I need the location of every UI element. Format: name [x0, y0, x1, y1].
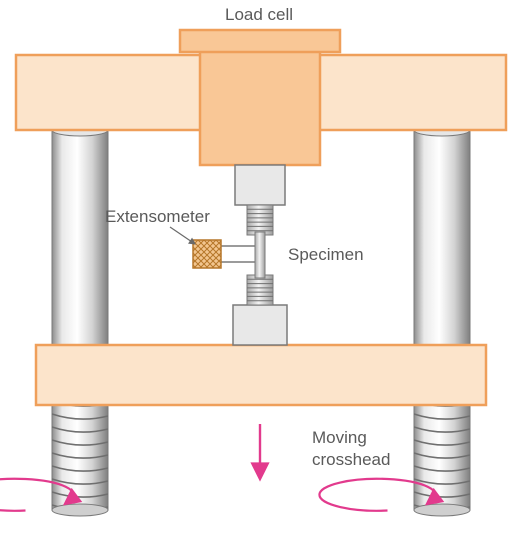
label-extensometer: Extensometer	[105, 207, 210, 226]
specimen	[255, 232, 265, 278]
extensometer-pointer	[170, 227, 195, 244]
label-crosshead-1: Moving	[312, 428, 367, 447]
moving-crosshead	[36, 345, 486, 405]
label-crosshead-2: crosshead	[312, 450, 390, 469]
tensile-test-diagram: Load cell Extensometer Specimen Moving c…	[0, 0, 520, 554]
load-cell-body	[200, 40, 320, 165]
upper-grip	[235, 165, 285, 205]
label-loadcell: Load cell	[225, 5, 293, 24]
left-column-upper	[52, 130, 108, 345]
left-column-base	[52, 504, 108, 516]
lower-grip	[233, 305, 287, 345]
right-column-upper	[414, 130, 470, 345]
extensometer	[193, 240, 221, 268]
label-specimen: Specimen	[288, 245, 364, 264]
load-cell-cap	[180, 30, 340, 52]
right-column-base	[414, 504, 470, 516]
